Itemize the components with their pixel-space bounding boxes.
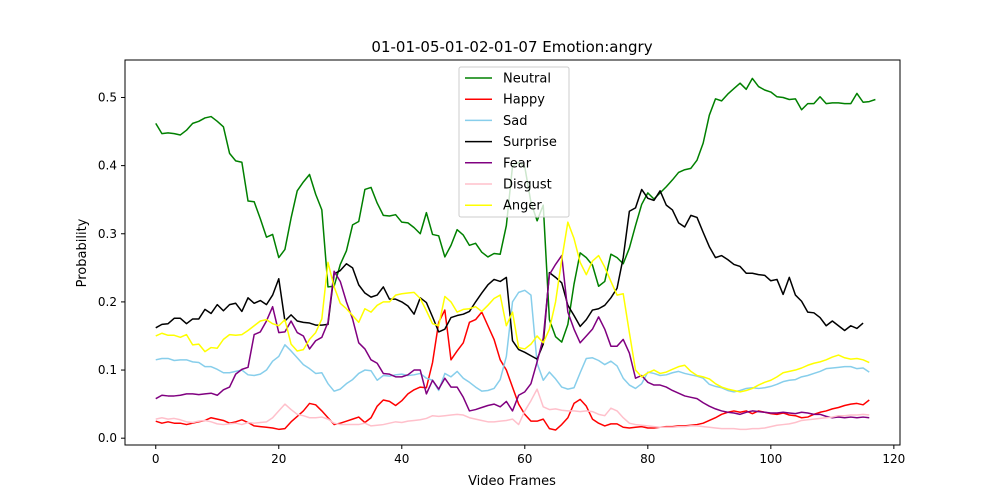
x-tick-label: 100 bbox=[759, 452, 782, 466]
x-tick-label: 20 bbox=[271, 452, 286, 466]
chart-title: 01-01-05-01-02-01-07 Emotion:angry bbox=[371, 38, 652, 56]
legend-label-happy: Happy bbox=[503, 93, 545, 108]
series-line-sad bbox=[155, 289, 870, 393]
y-tick-label: 0.2 bbox=[98, 295, 117, 309]
series-line-disgust bbox=[155, 388, 870, 431]
legend: Neutral Happy Sad Surprise Fear Disgust Anger bbox=[458, 66, 570, 218]
y-tick-label: 0.4 bbox=[98, 159, 117, 173]
legend-label-neutral: Neutral bbox=[503, 72, 551, 87]
series-layer bbox=[155, 77, 876, 431]
x-tick-label: 60 bbox=[517, 452, 532, 466]
x-tick-label: 80 bbox=[640, 452, 655, 466]
y-tick-label: 0.3 bbox=[98, 227, 117, 241]
y-tick-label: 0.0 bbox=[98, 431, 117, 445]
x-tick-label: 120 bbox=[882, 452, 905, 466]
y-tick-label: 0.1 bbox=[98, 363, 117, 377]
series-line-happy bbox=[155, 309, 870, 431]
y-axis-label: Probability bbox=[75, 218, 90, 287]
y-axis: 0.0 0.1 0.2 0.3 0.4 0.5 bbox=[98, 90, 125, 445]
x-tick-label: 0 bbox=[152, 452, 160, 466]
y-tick-label: 0.5 bbox=[98, 90, 117, 104]
legend-label-anger: Anger bbox=[503, 199, 542, 214]
series-line-surprise bbox=[155, 188, 864, 360]
legend-label-disgust: Disgust bbox=[503, 178, 552, 193]
x-tick-label: 40 bbox=[394, 452, 409, 466]
legend-label-sad: Sad bbox=[503, 114, 527, 129]
legend-box bbox=[458, 66, 570, 218]
plot-frame bbox=[124, 59, 901, 446]
series-line-fear bbox=[155, 254, 870, 419]
x-axis: 0 20 40 60 80 100 120 bbox=[152, 445, 905, 466]
legend-label-surprise: Surprise bbox=[503, 135, 557, 150]
legend-label-fear: Fear bbox=[503, 156, 532, 171]
x-axis-label: Video Frames bbox=[468, 474, 556, 489]
series-line-anger bbox=[155, 221, 870, 393]
